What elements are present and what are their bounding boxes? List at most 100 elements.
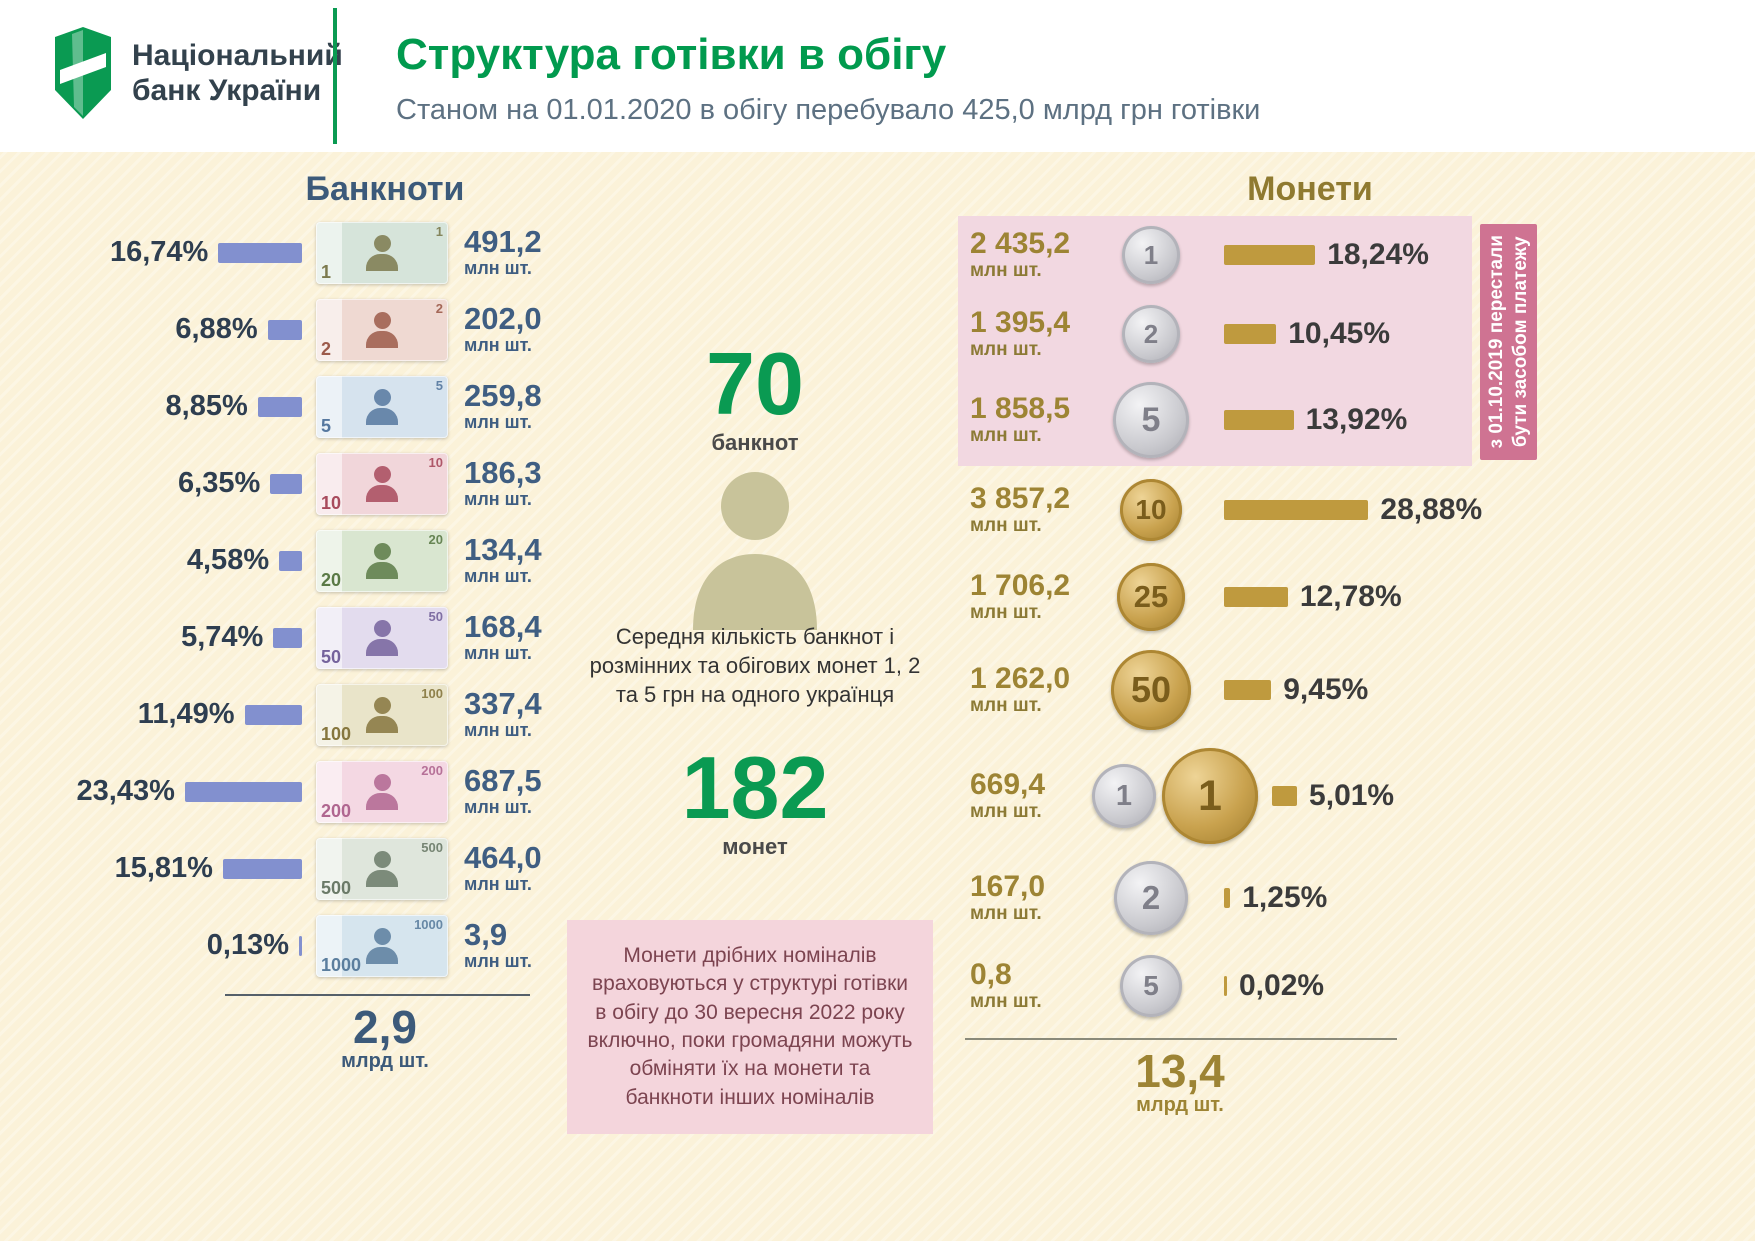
banknote-portrait: [366, 927, 398, 964]
banknote-watermark-strip: [316, 375, 342, 438]
banknote-bar: [244, 704, 302, 725]
logo-line-2: банк України: [132, 74, 322, 107]
coins-total-unit: млрд шт.: [1136, 1094, 1224, 1116]
banknote-bar: [267, 319, 302, 340]
banknote-percent: 15,81%: [114, 852, 213, 884]
coin-image-area: 1: [1092, 226, 1210, 284]
banknote-image-1000: 1000 1000: [316, 914, 448, 977]
banknote-count: 687,5: [464, 762, 542, 798]
banknote-row-500: 15,81% 500 500 464,0 млн шт.: [0, 830, 555, 907]
banknote-count-block: 3,9 млн шт.: [464, 918, 532, 973]
coin-count-block: 2 435,2 млн шт.: [970, 228, 1088, 282]
coin-row-2-грн: 167,0 млн шт. 2 1,25%: [950, 852, 1710, 944]
coin-row-1-грн: 669,4 млн шт. 1 1 5,01%: [950, 740, 1710, 852]
coin-icon-1: 1: [1162, 748, 1258, 844]
coin-row-25-коп: 1 706,2 млн шт. 25 12,78%: [950, 554, 1710, 640]
coin-bar: [1224, 410, 1294, 430]
coins-total-value: 13,4: [1135, 1045, 1225, 1097]
banknote-percent: 4,58%: [186, 544, 270, 576]
banknotes-total-unit: млрд шт.: [341, 1050, 429, 1072]
banknote-count-block: 337,4 млн шт.: [464, 685, 542, 742]
banknote-row-200: 23,43% 200 200 687,5 млн шт.: [0, 753, 555, 830]
banknote-watermark-strip: [316, 683, 342, 746]
banknote-count: 168,4: [464, 608, 542, 644]
coin-rows: 2 435,2 млн шт. 1 18,24% 1 395,4 млн шт. 2 10,4…: [950, 216, 1710, 1028]
coins-heading: Монети: [1247, 170, 1373, 208]
banknote-watermark-strip: [316, 529, 342, 592]
coin-percent: 18,24%: [1327, 238, 1429, 271]
banknote-portrait: [366, 773, 398, 810]
banknote-count-unit: млн шт.: [464, 643, 532, 664]
banknotes-total: 2,9 млрд шт.: [230, 1004, 540, 1073]
banknote-count: 134,4: [464, 531, 542, 567]
banknote-count: 186,3: [464, 454, 542, 490]
banknote-count-block: 687,5 млн шт.: [464, 762, 542, 819]
banknote-row-1: 16,74% 1 1 491,2 млн шт.: [0, 214, 555, 291]
coin-count-block: 3 857,2 млн шт.: [970, 483, 1088, 537]
banknote-image-50: 50 50: [316, 606, 448, 669]
coin-count-unit: млн шт.: [970, 902, 1042, 924]
coin-row-10-коп: 3 857,2 млн шт. 10 28,88%: [950, 466, 1710, 554]
banknote-row-5: 8,85% 5 5 259,8 млн шт.: [0, 368, 555, 445]
banknote-percent: 8,85%: [165, 390, 248, 422]
coin-count-unit: млн шт.: [970, 424, 1042, 446]
coin-bar: [1272, 786, 1298, 806]
banknote-portrait: [366, 619, 398, 656]
banknote-bar: [222, 858, 302, 879]
coin-row-1-коп: 2 435,2 млн шт. 1 18,24%: [950, 216, 1710, 294]
banknote-count-block: 168,4 млн шт.: [464, 608, 542, 665]
avg-banknotes-label: банкнот: [711, 430, 799, 455]
banknote-count-unit: млн шт.: [464, 874, 532, 895]
coin-count-unit: млн шт.: [970, 259, 1042, 281]
header: Національний банк України Структура готі…: [0, 0, 1755, 152]
discontinued-note-strip: з 01.10.2019 перестали бути засобом плат…: [1480, 224, 1537, 460]
coin-row-2-коп: 1 395,4 млн шт. 2 10,45%: [950, 294, 1710, 374]
banknote-count-unit: млн шт.: [464, 258, 532, 279]
banknote-count-block: 259,8 млн шт.: [464, 377, 542, 434]
banknote-row-50: 5,74% 50 50 168,4 млн шт.: [0, 599, 555, 676]
banknote-bar: [299, 935, 302, 956]
coin-count: 1 262,0: [970, 662, 1071, 696]
coin-image-area: 5: [1092, 382, 1210, 458]
coin-count-unit: млн шт.: [970, 694, 1042, 716]
banknote-percent: 5,74%: [181, 621, 264, 653]
banknotes-section: Банкноти 16,74% 1 1 491,2 млн шт. 6,88% 2 2 202,…: [0, 152, 555, 1241]
avg-coins-block: 182 монет: [555, 744, 955, 860]
banknote-watermark-strip: [316, 914, 342, 977]
coin-row-5-коп: 1 858,5 млн шт. 5 13,92%: [950, 374, 1710, 466]
coin-count-block: 167,0 млн шт.: [970, 871, 1088, 925]
banknote-count: 337,4: [464, 685, 542, 721]
coin-image-area: 25: [1092, 563, 1210, 631]
banknote-row-1000: 0,13% 1000 1000 3,9 млн шт.: [0, 907, 555, 984]
banknote-count: 491,2: [464, 223, 542, 259]
banknote-count-unit: млн шт.: [464, 566, 532, 587]
banknote-image-200: 200 200: [316, 760, 448, 823]
banknote-percent: 11,49%: [137, 698, 235, 730]
avg-banknotes-value: 70: [706, 334, 804, 433]
banknote-bar: [184, 781, 302, 802]
discontinued-coins-panel: [958, 216, 1472, 466]
coin-bar: [1224, 680, 1272, 700]
coin-count: 669,4: [970, 768, 1046, 802]
nbu-logo-icon: [55, 27, 111, 119]
banknote-percent: 6,88%: [175, 313, 258, 345]
coin-count-unit: млн шт.: [970, 601, 1042, 623]
coin-count-block: 1 262,0 млн шт.: [970, 663, 1088, 717]
banknote-watermark-strip: [316, 221, 342, 284]
banknote-count: 259,8: [464, 377, 542, 413]
banknote-bar: [257, 396, 302, 417]
avg-banknotes-block: 70 банкнот: [555, 340, 955, 456]
header-divider: [333, 8, 337, 144]
coin-count-unit: млн шт.: [970, 990, 1042, 1012]
coin-count-unit: млн шт.: [970, 338, 1042, 360]
banknote-watermark-strip: [316, 760, 342, 823]
banknote-count-unit: млн шт.: [464, 797, 532, 818]
banknote-count: 202,0: [464, 300, 542, 336]
banknote-watermark-strip: [316, 298, 342, 361]
banknote-watermark-strip: [316, 606, 342, 669]
banknote-bar: [270, 473, 302, 494]
banknote-row-10: 6,35% 10 10 186,3 млн шт.: [0, 445, 555, 522]
page-title: Структура готівки в обігу: [396, 30, 947, 79]
page-subtitle: Станом на 01.01.2020 в обігу перебувало …: [396, 94, 1261, 126]
